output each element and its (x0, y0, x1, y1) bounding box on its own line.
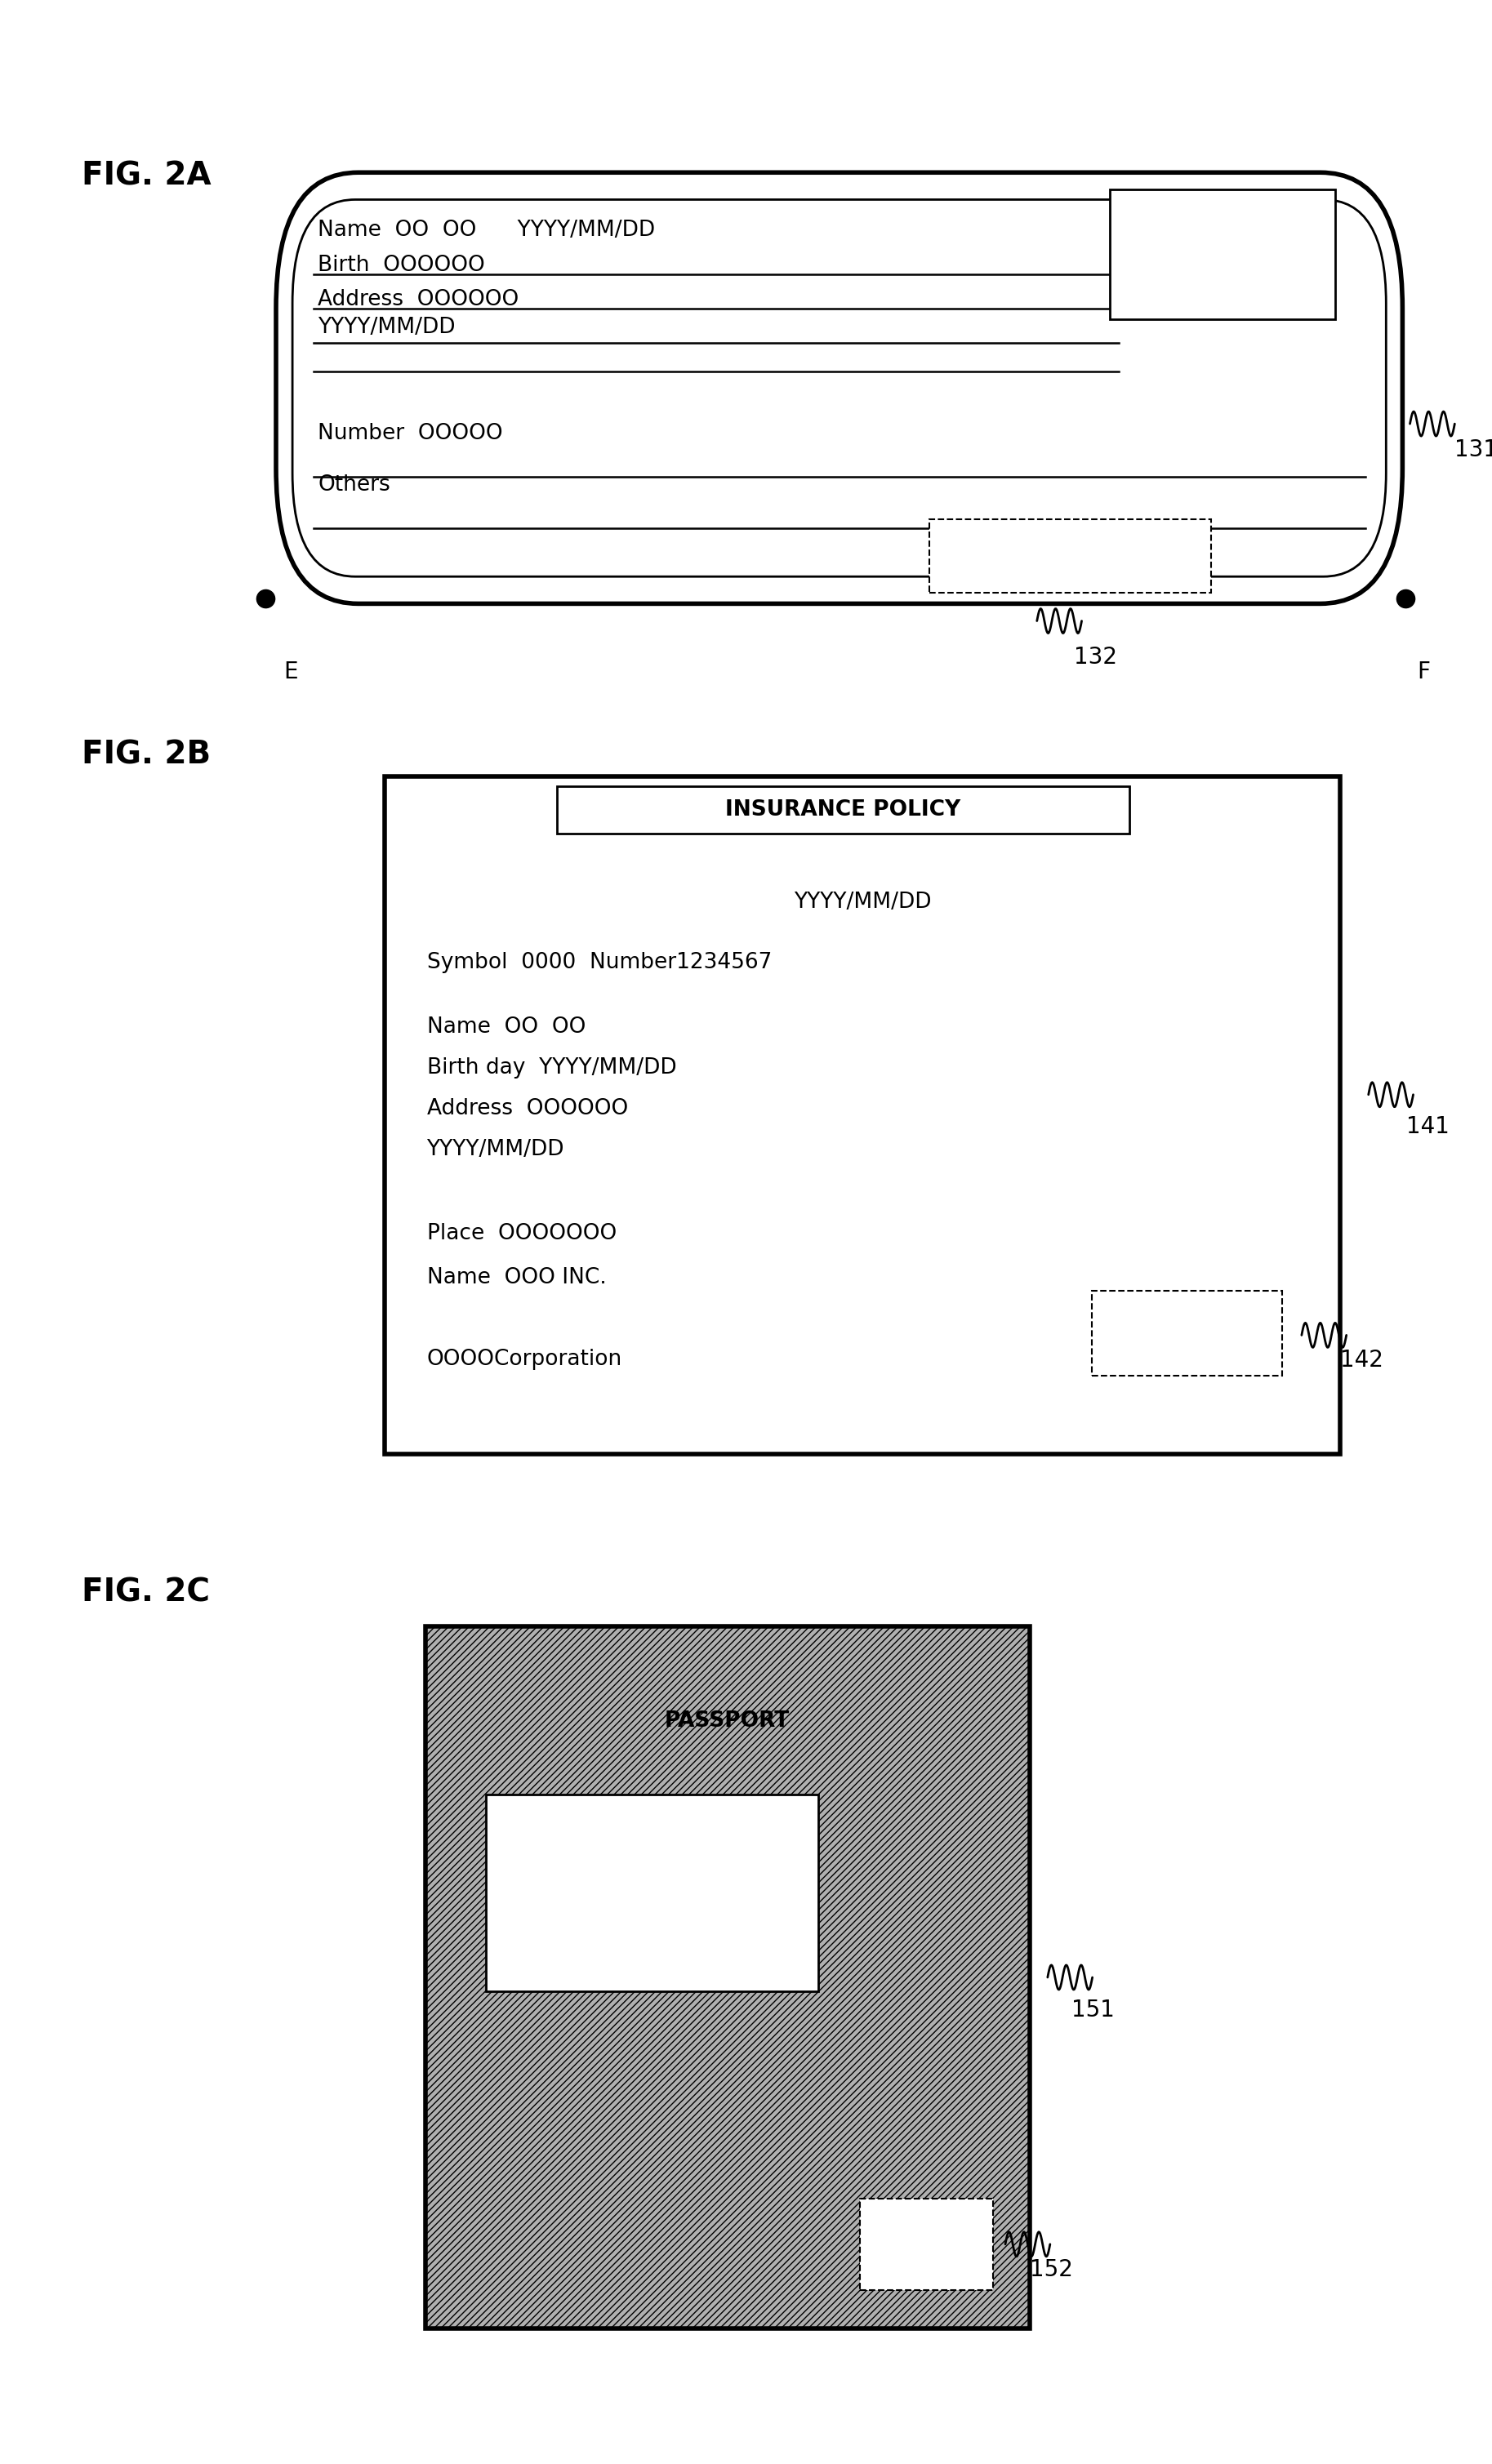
Text: 152: 152 (1029, 2257, 1073, 2282)
FancyBboxPatch shape (292, 200, 1386, 577)
Bar (1110, 190, 1335, 318)
Text: 132: 132 (1074, 646, 1118, 668)
Bar (557, 786, 1129, 833)
Text: Others: Others (318, 473, 391, 495)
Text: Birth  OOOOOO: Birth OOOOOO (318, 254, 485, 276)
Text: Address  OOOOOO: Address OOOOOO (318, 288, 519, 310)
Text: Symbol  0000  Number1234567: Symbol 0000 Number1234567 (427, 954, 771, 973)
Text: Number  OOOOO: Number OOOOO (318, 424, 503, 444)
Bar (486, 1794, 818, 1991)
Bar (425, 1626, 1029, 2328)
Text: FIG. 2A: FIG. 2A (82, 160, 212, 192)
Text: E: E (283, 660, 298, 683)
Text: Birth day  YYYY/MM/DD: Birth day YYYY/MM/DD (427, 1057, 676, 1079)
Text: 141: 141 (1407, 1114, 1450, 1138)
FancyBboxPatch shape (276, 172, 1402, 604)
Bar (861, 2198, 994, 2289)
Text: YYYY/MM/DD: YYYY/MM/DD (427, 1138, 564, 1161)
Text: 142: 142 (1340, 1348, 1383, 1372)
Bar (1092, 1291, 1283, 1375)
Text: F: F (1417, 660, 1431, 683)
Text: Place  OOOOOOO: Place OOOOOOO (427, 1225, 616, 1244)
Text: Name  OO  OO: Name OO OO (427, 1018, 585, 1037)
Text: Name  OO  OO      YYYY/MM/DD: Name OO OO YYYY/MM/DD (318, 219, 655, 241)
Text: Name  OOO INC.: Name OOO INC. (427, 1266, 606, 1289)
Text: YYYY/MM/DD: YYYY/MM/DD (318, 318, 455, 338)
Text: PASSPORT: PASSPORT (665, 1710, 789, 1732)
Text: OOOOCorporation: OOOOCorporation (427, 1348, 622, 1370)
Text: INSURANCE POLICY: INSURANCE POLICY (725, 798, 961, 821)
Text: Address  OOOOOO: Address OOOOOO (427, 1099, 628, 1119)
Text: 131: 131 (1455, 439, 1492, 461)
Text: FIG. 2B: FIG. 2B (82, 739, 212, 771)
Bar (930, 520, 1212, 594)
Bar (385, 776, 1340, 1454)
Text: FIG. 2C: FIG. 2C (82, 1577, 210, 1609)
Text: YYYY/MM/DD: YYYY/MM/DD (794, 892, 931, 912)
Text: 151: 151 (1071, 1998, 1115, 2020)
